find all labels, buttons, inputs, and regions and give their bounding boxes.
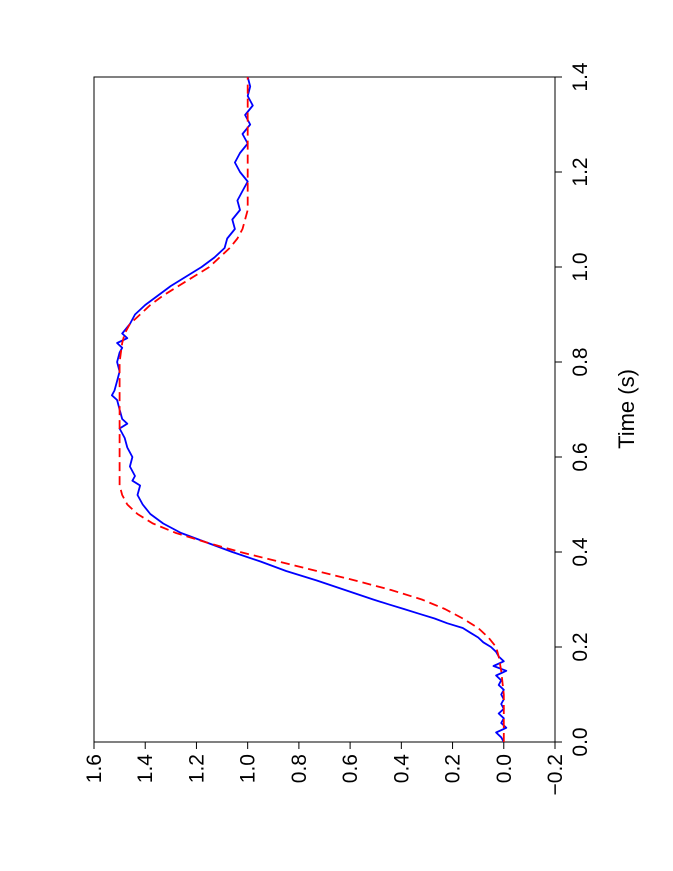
solid-series-line (111, 76, 508, 743)
value-tick-label: 1.4 (134, 754, 157, 784)
plot-frame (93, 76, 556, 743)
value-tick-label: 1.6 (83, 754, 106, 783)
series-group (111, 76, 508, 743)
x-axis-label: Time (s) (614, 369, 639, 449)
value-tick-label: 0.2 (442, 754, 465, 783)
value-tick-label: −0.2 (544, 754, 567, 795)
time-tick-label: 0.0 (569, 727, 592, 756)
time-tick-label: 0.4 (569, 537, 592, 567)
value-tick-label: 1.2 (185, 754, 208, 783)
time-tick-label: 0.6 (569, 442, 592, 471)
value-tick-label: 1.0 (237, 754, 260, 783)
value-tick-label: 0.6 (339, 754, 362, 783)
value-tick-label: 0.8 (288, 754, 311, 783)
time-tick-label: 1.0 (569, 252, 592, 281)
value-tick-label: 0.0 (493, 754, 516, 783)
value-axis: −0.2 0.0 0.2 0.4 0.6 0.8 1.0 1.2 1.4 1.6 (83, 742, 567, 795)
time-tick-label: 0.2 (569, 632, 592, 661)
value-tick-label: 0.4 (390, 754, 413, 784)
time-tick-label: 1.4 (569, 62, 592, 92)
time-tick-label: 1.2 (569, 157, 592, 186)
time-axis: 0.0 0.2 0.4 0.6 0.8 1.0 1.2 1.4 (555, 62, 592, 757)
dashed-series-line (118, 77, 505, 742)
time-tick-label: 0.8 (569, 347, 592, 376)
